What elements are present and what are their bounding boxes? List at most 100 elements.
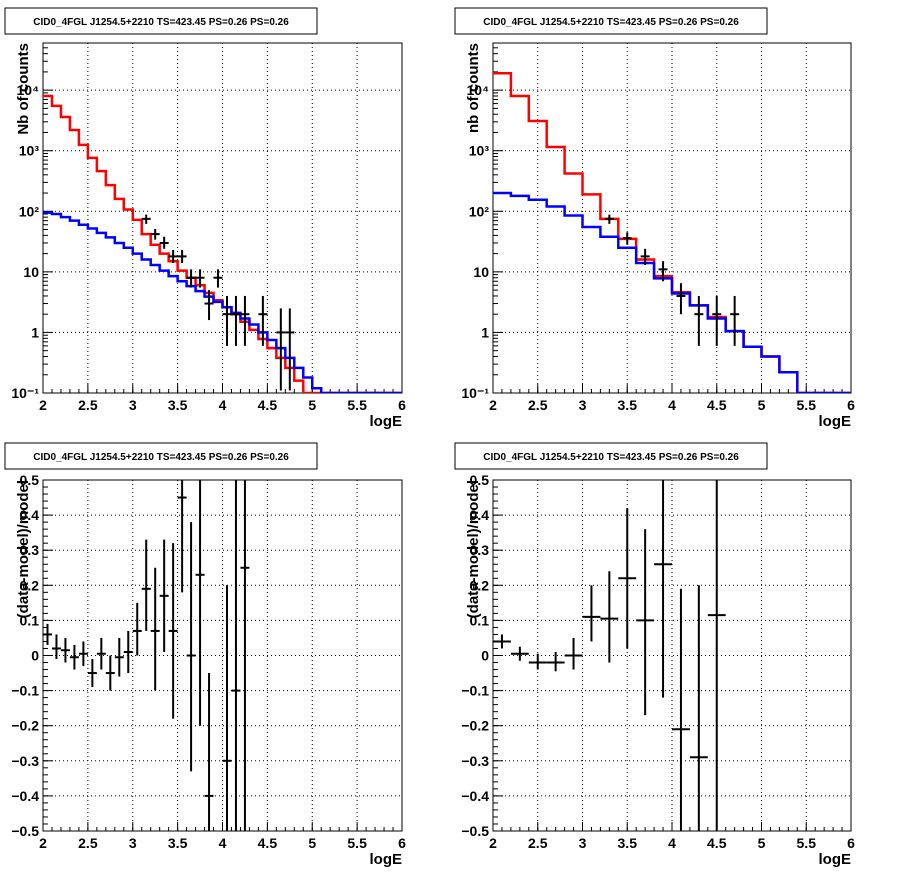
x-tick-label: 4 bbox=[668, 397, 676, 413]
data-point bbox=[493, 634, 511, 649]
x-tick-label: 4.5 bbox=[258, 835, 278, 851]
data-point bbox=[204, 673, 214, 831]
data-point bbox=[114, 637, 124, 677]
y-tick-label: −0.3 bbox=[11, 753, 39, 769]
x-tick-label: 2 bbox=[39, 835, 47, 851]
x-tick-label: 2.5 bbox=[78, 835, 98, 851]
data-point bbox=[150, 567, 160, 691]
data-point bbox=[604, 214, 614, 224]
data-point bbox=[600, 571, 619, 663]
data-point bbox=[582, 585, 601, 642]
y-tick-label: 10³ bbox=[469, 143, 490, 159]
x-tick-label: 3 bbox=[129, 397, 137, 413]
data-point bbox=[689, 585, 708, 831]
y-tick-label: 0.3 bbox=[20, 542, 40, 558]
data-point bbox=[231, 295, 241, 346]
plot-frame bbox=[42, 42, 403, 394]
data-point bbox=[195, 480, 205, 726]
y-tick-label: 10⁴ bbox=[467, 82, 490, 98]
y-tick-label: 0.2 bbox=[20, 577, 40, 593]
panel-1: 2 2.5 3 3.5 4 4.5 5 5.5 6 10⁻¹ 1 10 10² 10³ 10⁴ CID0_4F… bbox=[4, 7, 406, 430]
data-point bbox=[712, 295, 722, 346]
y-tick-label: 10⁻¹ bbox=[461, 385, 489, 401]
data-point bbox=[150, 228, 160, 240]
data-point bbox=[654, 480, 672, 698]
x-tick-label: 3 bbox=[579, 835, 587, 851]
data-point bbox=[546, 651, 565, 672]
y-tick-label: 1 bbox=[31, 324, 39, 340]
x-tick-label: 6 bbox=[847, 835, 855, 851]
data-point bbox=[60, 637, 70, 663]
panel-4: 2 2.5 3 3.5 4 4.5 5 5.5 6 −0.5 −0.4 −0.3 −0.2 −0.1 0 0.… bbox=[454, 442, 855, 868]
y-tick-label: −0.4 bbox=[11, 788, 39, 804]
x-tick-label: 5.5 bbox=[347, 397, 367, 413]
x-tick-label: 5.5 bbox=[797, 835, 817, 851]
y-tick-label: −0.5 bbox=[461, 823, 489, 839]
x-tick-label: 5.5 bbox=[347, 835, 367, 851]
chart-title: CID0_4FGL J1254.5+2210 TS=423.45 PS=0.26… bbox=[33, 452, 289, 463]
y-tick-label: 0.5 bbox=[470, 472, 490, 488]
data-point bbox=[528, 653, 547, 670]
step-series-2 bbox=[43, 211, 402, 393]
data-point bbox=[195, 269, 205, 288]
data-point bbox=[186, 522, 196, 772]
y-tick-label: 0 bbox=[481, 648, 489, 664]
data-point bbox=[132, 602, 142, 656]
data-point bbox=[204, 290, 214, 321]
data-point bbox=[159, 539, 169, 652]
y-tick-label: 10 bbox=[23, 264, 39, 280]
x-tick-label: 2.5 bbox=[78, 397, 98, 413]
panel-2: 2 2.5 3 3.5 4 4.5 5 5.5 6 10⁻¹ 1 10 10² 10³ 10⁴ CID0_4F… bbox=[454, 7, 855, 430]
x-tick-label: 5 bbox=[758, 835, 766, 851]
data-point bbox=[213, 269, 223, 288]
panel-3: 2 2.5 3 3.5 4 4.5 5 5.5 6 −0.5 −0.4 −0.3 −0.2 −0.1 0 0.… bbox=[4, 442, 406, 868]
data-point bbox=[141, 214, 151, 224]
y-tick-label: −0.5 bbox=[11, 823, 39, 839]
data-point bbox=[231, 480, 241, 831]
title-box bbox=[4, 442, 318, 470]
y-tick-label: 10⁻¹ bbox=[11, 385, 39, 401]
data-point bbox=[96, 637, 106, 670]
chart-title: CID0_4FGL J1254.5+2210 TS=423.45 PS=0.26… bbox=[483, 17, 739, 28]
data-point bbox=[276, 308, 286, 391]
data-layer bbox=[43, 94, 402, 393]
data-point bbox=[636, 529, 655, 716]
data-point bbox=[222, 585, 232, 831]
title-box bbox=[454, 7, 768, 35]
y-axis-label: Nb of counts bbox=[15, 43, 32, 135]
data-point bbox=[240, 480, 250, 831]
data-layer bbox=[493, 72, 851, 393]
y-tick-label: 10⁴ bbox=[17, 82, 40, 98]
y-tick-label: 0.1 bbox=[20, 612, 40, 628]
x-tick-label: 6 bbox=[398, 835, 406, 851]
data-point bbox=[730, 295, 740, 346]
data-point bbox=[51, 634, 61, 660]
y-tick-label: 10 bbox=[473, 264, 489, 280]
x-axis-label: logE bbox=[819, 851, 852, 868]
x-tick-label: 3 bbox=[129, 835, 137, 851]
data-point bbox=[658, 261, 668, 282]
x-tick-label: 6 bbox=[847, 397, 855, 413]
data-layer bbox=[493, 480, 726, 831]
x-tick-label: 4 bbox=[219, 835, 227, 851]
chart-title: CID0_4FGL J1254.5+2210 TS=423.45 PS=0.26… bbox=[33, 17, 289, 28]
data-point bbox=[105, 655, 115, 691]
x-tick-label: 6 bbox=[398, 397, 406, 413]
y-tick-label: 0.2 bbox=[470, 577, 490, 593]
y-tick-label: −0.4 bbox=[461, 788, 489, 804]
data-point bbox=[618, 508, 637, 649]
x-tick-label: 5 bbox=[758, 397, 766, 413]
x-tick-label: 3.5 bbox=[168, 835, 188, 851]
x-tick-label: 4 bbox=[668, 835, 676, 851]
x-tick-label: 2.5 bbox=[528, 397, 548, 413]
data-point bbox=[694, 295, 704, 346]
y-axis-label: (data-model)/model bbox=[465, 480, 482, 618]
x-tick-label: 2 bbox=[489, 835, 497, 851]
y-axis-label: nb of counts bbox=[465, 43, 482, 133]
y-tick-label: 0.1 bbox=[470, 612, 490, 628]
data-point bbox=[222, 295, 232, 346]
x-axis-label: logE bbox=[370, 413, 403, 430]
y-tick-label: 10² bbox=[469, 203, 490, 219]
data-point bbox=[159, 236, 169, 249]
